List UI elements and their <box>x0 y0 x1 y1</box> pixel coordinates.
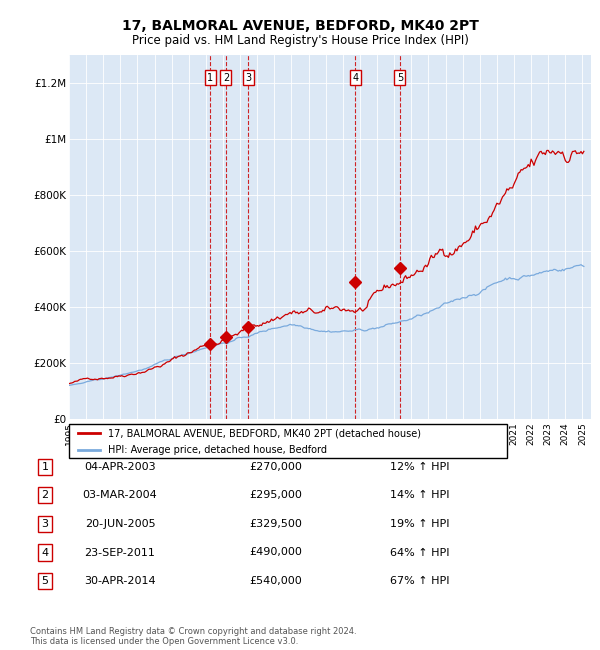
FancyBboxPatch shape <box>69 424 507 458</box>
Text: 03-MAR-2004: 03-MAR-2004 <box>83 490 157 501</box>
Text: 5: 5 <box>41 576 49 586</box>
Text: 14% ↑ HPI: 14% ↑ HPI <box>390 490 449 501</box>
Text: £329,500: £329,500 <box>250 519 302 529</box>
Text: 5: 5 <box>397 73 403 83</box>
Text: 4: 4 <box>352 73 358 83</box>
Text: 20-JUN-2005: 20-JUN-2005 <box>85 519 155 529</box>
Text: 30-APR-2014: 30-APR-2014 <box>84 576 156 586</box>
Text: 2: 2 <box>41 490 49 501</box>
Text: This data is licensed under the Open Government Licence v3.0.: This data is licensed under the Open Gov… <box>30 637 298 646</box>
Text: 23-SEP-2011: 23-SEP-2011 <box>85 547 155 558</box>
Text: £270,000: £270,000 <box>250 462 302 472</box>
Text: £295,000: £295,000 <box>250 490 302 501</box>
Text: 17, BALMORAL AVENUE, BEDFORD, MK40 2PT (detached house): 17, BALMORAL AVENUE, BEDFORD, MK40 2PT (… <box>109 428 421 439</box>
Text: HPI: Average price, detached house, Bedford: HPI: Average price, detached house, Bedf… <box>109 445 328 454</box>
Text: 64% ↑ HPI: 64% ↑ HPI <box>390 547 449 558</box>
Text: 4: 4 <box>41 547 49 558</box>
Text: Contains HM Land Registry data © Crown copyright and database right 2024.: Contains HM Land Registry data © Crown c… <box>30 627 356 636</box>
Text: 04-APR-2003: 04-APR-2003 <box>84 462 156 472</box>
Text: 17, BALMORAL AVENUE, BEDFORD, MK40 2PT: 17, BALMORAL AVENUE, BEDFORD, MK40 2PT <box>122 20 478 34</box>
Text: 12% ↑ HPI: 12% ↑ HPI <box>390 462 449 472</box>
Text: 2: 2 <box>223 73 229 83</box>
Text: 1: 1 <box>41 462 49 472</box>
Text: 19% ↑ HPI: 19% ↑ HPI <box>390 519 449 529</box>
Text: £490,000: £490,000 <box>250 547 302 558</box>
Text: 3: 3 <box>41 519 49 529</box>
Text: 3: 3 <box>245 73 251 83</box>
Text: Price paid vs. HM Land Registry's House Price Index (HPI): Price paid vs. HM Land Registry's House … <box>131 34 469 47</box>
Text: 67% ↑ HPI: 67% ↑ HPI <box>390 576 449 586</box>
Text: 1: 1 <box>208 73 214 83</box>
Text: £540,000: £540,000 <box>250 576 302 586</box>
